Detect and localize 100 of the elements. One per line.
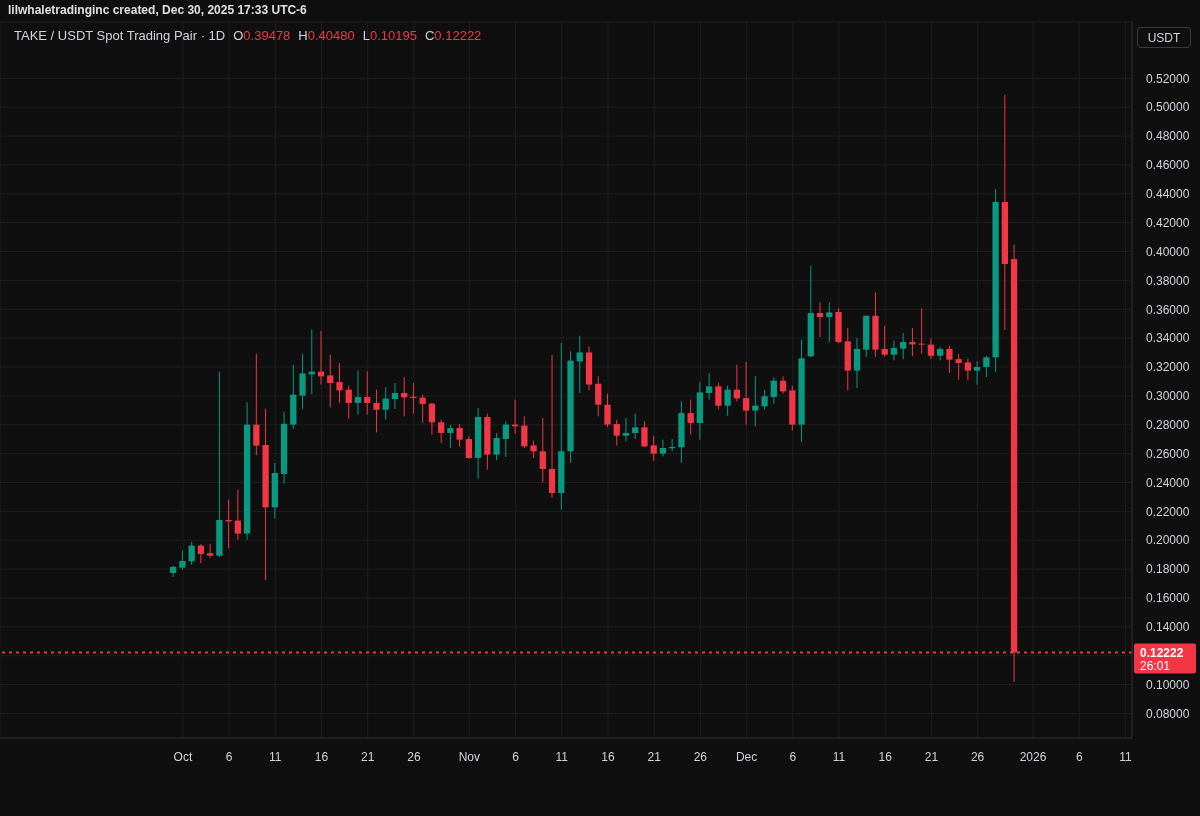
x-tick-label: 11 xyxy=(832,749,846,764)
candlestick xyxy=(622,417,630,442)
text: TAKE / USDT Spot Trading Pair · 1D xyxy=(14,28,226,43)
candlestick xyxy=(197,543,205,564)
candlestick xyxy=(373,389,380,433)
x-tick-label: 16 xyxy=(878,749,893,764)
x-tick-label: 11 xyxy=(1119,749,1132,764)
candlestick xyxy=(447,424,454,449)
candlestick xyxy=(253,353,260,456)
x-tick-label: 21 xyxy=(647,749,662,764)
candlestick xyxy=(881,325,888,357)
candlestick xyxy=(687,399,694,436)
candlestick xyxy=(890,340,898,361)
x-tick-label: Oct xyxy=(173,749,193,764)
y-tick-label: 0.50000 xyxy=(1146,100,1190,115)
candlestick xyxy=(576,335,583,394)
candlestick xyxy=(465,435,473,460)
candlestick xyxy=(752,375,759,427)
candlestick xyxy=(770,376,777,405)
x-tick-label: 21 xyxy=(924,749,939,764)
x-tick-label: 26 xyxy=(407,749,421,764)
candlestick xyxy=(632,413,639,440)
candlestick xyxy=(659,439,667,457)
x-tick-label: 6 xyxy=(789,749,797,764)
y-tick-label: 0.08000 xyxy=(1146,706,1190,721)
y-tick-label: 0.28000 xyxy=(1146,418,1190,433)
y-tick-label: 0.46000 xyxy=(1146,158,1190,173)
y-tick-label: 0.52000 xyxy=(1146,71,1190,86)
candlestick xyxy=(539,417,546,483)
y-tick-label: 0.24000 xyxy=(1146,475,1190,490)
candlestick xyxy=(909,327,916,357)
x-tick-label: 2026 xyxy=(1019,749,1047,764)
candlestick xyxy=(779,375,787,395)
ref-line-label: 0.12222 xyxy=(1140,645,1184,660)
candlestick xyxy=(955,353,962,381)
candlestick xyxy=(983,355,990,378)
candlestick xyxy=(816,301,824,338)
y-tick-label: 0.26000 xyxy=(1146,446,1190,461)
candlestick xyxy=(742,361,750,426)
x-tick-label: Nov xyxy=(458,749,481,764)
annotation: C0.12222 xyxy=(424,28,482,43)
x-tick-label: 16 xyxy=(601,749,615,764)
y-tick-label: 0.44000 xyxy=(1146,187,1190,202)
y-tick-label: 0.36000 xyxy=(1146,302,1190,317)
candlestick xyxy=(327,354,334,408)
y-tick-label: 0.10000 xyxy=(1146,677,1190,692)
candlestick xyxy=(493,432,500,461)
candlestick xyxy=(650,435,657,462)
candlestick xyxy=(345,385,352,420)
text: lilwhaletradinginc created, Dec 30, 2025 17:33 UTC-6 xyxy=(8,3,307,17)
candlestick xyxy=(502,420,509,458)
y-axis-title: USDT xyxy=(1137,27,1191,48)
y-tick-label: 0.20000 xyxy=(1146,533,1190,548)
y-tick-label: 0.16000 xyxy=(1146,591,1190,606)
candlestick xyxy=(521,415,528,449)
y-tick-label: 0.14000 xyxy=(1146,620,1190,635)
candlestick xyxy=(946,345,953,374)
annotation: O0.39478 xyxy=(233,28,291,43)
x-tick-label: Dec xyxy=(735,749,758,764)
candlestick xyxy=(964,358,972,381)
candlestick xyxy=(382,386,389,421)
x-tick-label: 11 xyxy=(555,749,569,764)
text: 26:01 xyxy=(1140,658,1171,673)
candlestick xyxy=(336,362,343,404)
candlestick xyxy=(724,385,731,417)
candlestick xyxy=(456,423,463,448)
candlestick xyxy=(641,420,648,448)
x-tick-label: 26 xyxy=(693,749,708,764)
candlestick xyxy=(706,372,713,401)
annotation: L0.10195 xyxy=(362,28,417,43)
candlestick xyxy=(613,419,620,447)
candlestick xyxy=(188,541,195,566)
x-tick-label: 16 xyxy=(314,749,329,764)
x-tick-label: 6 xyxy=(225,749,233,764)
candlestick xyxy=(900,332,907,360)
candlestick xyxy=(179,550,186,571)
candlestick xyxy=(419,394,426,424)
y-tick-label: 0.42000 xyxy=(1146,215,1190,230)
x-tick-label: 6 xyxy=(1075,749,1083,764)
candlestick xyxy=(206,543,214,559)
candlestick xyxy=(973,360,981,386)
y-tick-label: 0.22000 xyxy=(1146,504,1190,519)
annotation: H0.40480 xyxy=(298,28,355,43)
candlestick xyxy=(234,489,241,541)
candlestick xyxy=(364,370,371,416)
y-tick-label: 0.38000 xyxy=(1146,273,1190,288)
candlestick xyxy=(299,353,306,410)
candlestick xyxy=(715,382,722,410)
y-tick-label: 0.34000 xyxy=(1146,331,1190,346)
y-tick-label: 0.48000 xyxy=(1146,129,1190,144)
candlestick xyxy=(391,382,399,410)
x-tick-label: 11 xyxy=(269,749,282,764)
y-tick-label: 0.30000 xyxy=(1146,389,1190,404)
y-tick-label: 0.18000 xyxy=(1146,562,1190,577)
candlestick xyxy=(438,419,445,444)
y-tick-label: 0.40000 xyxy=(1146,244,1190,259)
candlestick xyxy=(604,393,611,428)
candlestick xyxy=(853,337,861,389)
candlestick xyxy=(595,375,602,417)
candlestick xyxy=(826,301,833,343)
